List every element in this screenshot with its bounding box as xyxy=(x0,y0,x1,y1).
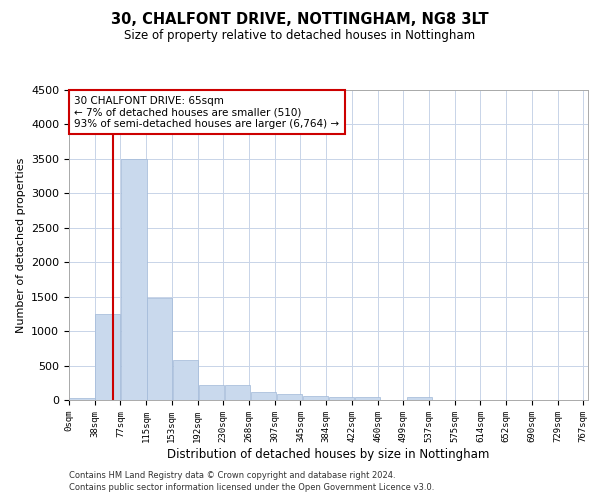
Text: Contains public sector information licensed under the Open Government Licence v3: Contains public sector information licen… xyxy=(69,484,434,492)
Text: 30, CHALFONT DRIVE, NOTTINGHAM, NG8 3LT: 30, CHALFONT DRIVE, NOTTINGHAM, NG8 3LT xyxy=(111,12,489,28)
Bar xyxy=(251,392,276,400)
Bar xyxy=(173,360,198,400)
Bar xyxy=(95,314,120,400)
X-axis label: Distribution of detached houses by size in Nottingham: Distribution of detached houses by size … xyxy=(167,448,490,460)
Bar xyxy=(225,385,250,400)
Bar xyxy=(329,397,355,400)
Bar xyxy=(121,159,146,400)
Bar xyxy=(199,384,224,400)
Bar xyxy=(355,396,380,400)
Text: Contains HM Land Registry data © Crown copyright and database right 2024.: Contains HM Land Registry data © Crown c… xyxy=(69,471,395,480)
Bar xyxy=(277,394,302,400)
Bar xyxy=(147,298,172,400)
Y-axis label: Number of detached properties: Number of detached properties xyxy=(16,158,26,332)
Bar xyxy=(69,398,95,400)
Text: Size of property relative to detached houses in Nottingham: Size of property relative to detached ho… xyxy=(124,29,476,42)
Bar xyxy=(407,397,432,400)
Text: 30 CHALFONT DRIVE: 65sqm
← 7% of detached houses are smaller (510)
93% of semi-d: 30 CHALFONT DRIVE: 65sqm ← 7% of detache… xyxy=(74,96,340,128)
Bar xyxy=(302,396,328,400)
